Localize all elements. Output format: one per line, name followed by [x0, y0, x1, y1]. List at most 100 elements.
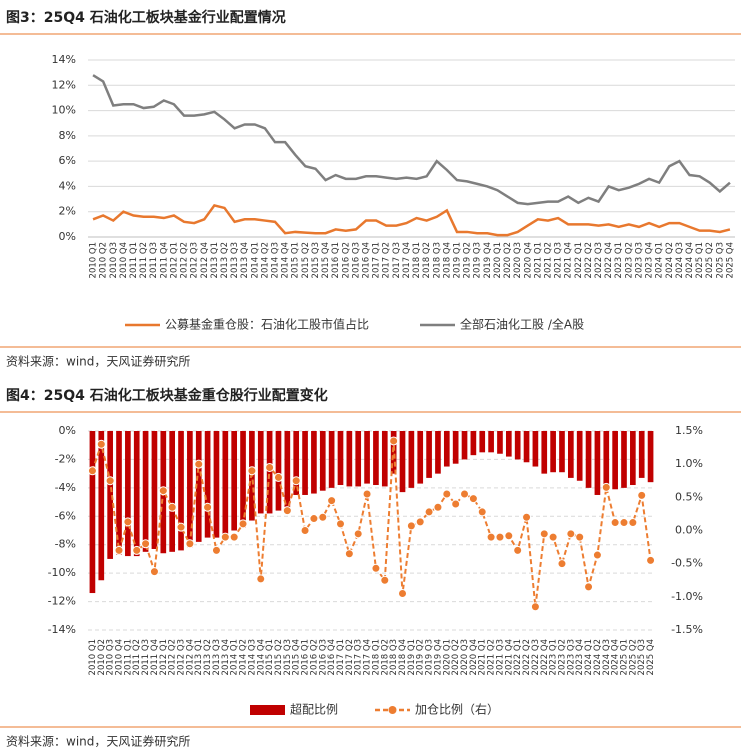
bar [116, 431, 122, 555]
x-tick-label: 2024 Q2 [665, 242, 675, 278]
x-tick-label: 2010 Q2 [99, 242, 109, 278]
point [211, 545, 221, 555]
bar [328, 431, 335, 488]
bar [559, 431, 565, 473]
x-tick-label: 2016 Q2 [341, 242, 351, 278]
point [592, 550, 602, 560]
x-tick-label: 2011 Q1 [123, 639, 133, 675]
x-tick-label: 2011 Q2 [139, 242, 149, 278]
x-tick-label: 2018 Q3 [389, 639, 399, 675]
x-tick-label: 2023 Q3 [634, 242, 644, 278]
x-tick-label: 2022 Q3 [531, 639, 541, 675]
y-tick-label: 4% [59, 179, 76, 192]
point [557, 559, 567, 569]
bar [364, 431, 370, 484]
y-tick-label: 0% [59, 230, 76, 243]
legend-label: 加仓比例（右） [415, 702, 499, 717]
point [309, 514, 319, 524]
x-tick-label: 2020 Q3 [513, 242, 523, 278]
x-tick-label: 2025 Q3 [637, 639, 647, 675]
x-tick-label: 2015 Q2 [301, 242, 311, 278]
bar [319, 431, 326, 491]
x-tick-label: 2011 Q2 [132, 639, 142, 675]
x-tick-label: 2024 Q4 [611, 639, 621, 675]
x-tick-label: 2017 Q1 [372, 242, 382, 278]
y2-tick-label: 0.5% [675, 490, 703, 503]
x-tick-label: 2025 Q1 [695, 242, 705, 278]
legend-label: 公募基金重仓股：石油化工股市值占比 [165, 317, 369, 332]
point [265, 462, 275, 472]
bar [89, 431, 96, 594]
legend-label: 超配比例 [290, 702, 338, 717]
x-tick-label: 2013 Q3 [212, 639, 222, 675]
x-tick-label: 2013 Q2 [203, 639, 213, 675]
x-tick-label: 2017 Q2 [345, 639, 355, 675]
bar [275, 431, 282, 511]
source: 资料来源：wind，天风证券研究所 [6, 354, 190, 369]
point [389, 436, 399, 446]
x-tick-label: 2018 Q4 [442, 242, 452, 278]
x-tick-label: 2024 Q2 [593, 639, 603, 675]
x-tick-label: 2010 Q1 [89, 242, 99, 278]
point [132, 545, 142, 555]
bar [240, 431, 246, 528]
y-tick-label: 2% [59, 205, 76, 218]
x-tick-label: 2014 Q2 [260, 242, 270, 278]
x-tick-label: 2014 Q3 [247, 639, 257, 675]
point [424, 507, 434, 517]
line [92, 203, 731, 237]
point [646, 555, 656, 565]
point [220, 532, 230, 542]
x-tick-label: 2013 Q1 [210, 242, 220, 278]
x-tick-label: 2019 Q3 [425, 639, 435, 675]
bar [266, 431, 273, 514]
point [415, 517, 425, 527]
bar [621, 431, 627, 488]
x-tick-label: 2013 Q1 [194, 639, 204, 675]
x-tick-label: 2012 Q1 [159, 639, 169, 675]
bar [355, 431, 362, 487]
bar [213, 431, 220, 538]
point [273, 472, 283, 482]
point [398, 589, 408, 599]
bar [204, 431, 211, 538]
x-tick-label: 2022 Q2 [522, 639, 532, 675]
point [238, 519, 248, 529]
x-tick-label: 2017 Q3 [354, 639, 364, 675]
point [300, 526, 310, 535]
x-tick-label: 2019 Q2 [463, 242, 473, 278]
y2-tick-label: -0.5% [671, 557, 703, 570]
bar [647, 431, 654, 483]
point [96, 439, 106, 449]
x-tick-label: 2022 Q4 [540, 639, 550, 675]
x-tick-label: 2019 Q3 [473, 242, 483, 278]
point [433, 502, 443, 512]
bar [461, 431, 468, 460]
point [194, 459, 204, 469]
point [141, 539, 151, 549]
x-tick-label: 2010 Q3 [109, 242, 119, 278]
x-tick-label: 2016 Q4 [362, 242, 372, 278]
x-tick-label: 2010 Q1 [88, 639, 98, 675]
bar [399, 431, 406, 493]
x-tick-label: 2025 Q4 [646, 639, 656, 675]
x-tick-label: 2018 Q3 [432, 242, 442, 278]
bar [470, 431, 477, 456]
point [362, 489, 372, 499]
bar [603, 431, 610, 491]
point [185, 539, 195, 549]
point [282, 506, 292, 516]
point [380, 575, 390, 585]
y2-tick-label: -1.0% [671, 590, 703, 603]
x-tick-label: 2011 Q4 [150, 639, 160, 675]
x-tick-label: 2020 Q3 [460, 639, 470, 675]
point [468, 494, 478, 504]
point [495, 532, 505, 542]
x-tick-label: 2021 Q3 [495, 639, 505, 675]
legend-swatch [250, 705, 285, 715]
x-tick-label: 2024 Q1 [655, 242, 665, 278]
point [167, 502, 177, 512]
point [584, 582, 594, 592]
y-tick-label: 6% [59, 154, 76, 167]
x-tick-label: 2024 Q3 [602, 639, 612, 675]
